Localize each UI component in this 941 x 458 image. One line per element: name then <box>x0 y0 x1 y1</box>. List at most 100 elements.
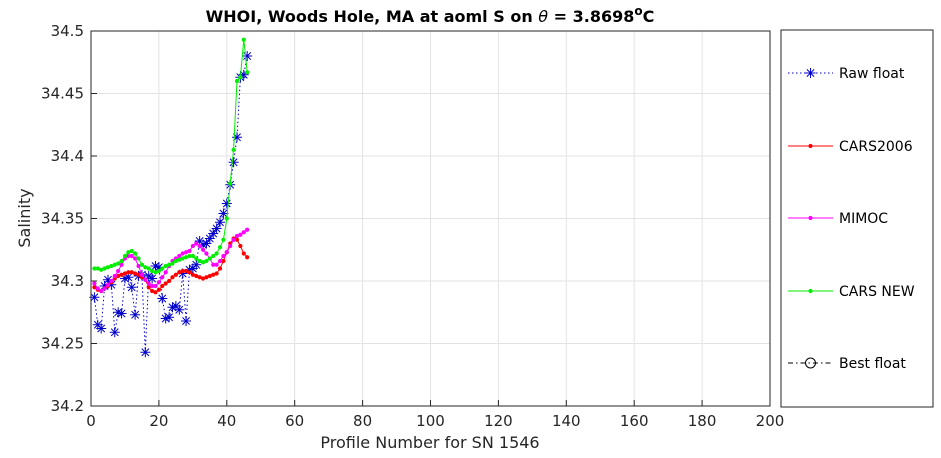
data-point-raw-float <box>147 273 158 284</box>
data-point-mimoc <box>177 253 182 259</box>
data-point-cars2006 <box>204 275 209 280</box>
data-point-cars-new <box>231 147 236 152</box>
data-point-cars2006 <box>187 270 192 275</box>
title-main: WHOI, Woods Hole, MA at aoml S on <box>206 7 539 26</box>
data-point-mimoc <box>116 268 121 274</box>
data-point-cars2006 <box>119 272 124 277</box>
data-point-mimoc <box>214 262 219 267</box>
legend-label-raw-float: Raw float <box>839 66 905 82</box>
data-point-mimoc <box>197 243 202 249</box>
data-point-cars2006 <box>160 283 165 289</box>
data-point-mimoc <box>112 273 117 279</box>
data-point-raw-float <box>242 51 253 61</box>
data-point-cars2006 <box>153 290 158 295</box>
data-point-cars2006 <box>221 258 226 264</box>
data-point-cars2006 <box>217 266 223 271</box>
data-point-cars-new <box>116 261 121 266</box>
x-tick-label: 100 <box>416 412 445 430</box>
data-point-cars2006 <box>166 278 172 284</box>
data-point-cars2006 <box>173 272 178 277</box>
legend-entry-best-float: Best float <box>788 356 906 372</box>
x-tick-label: 160 <box>620 412 649 430</box>
y-tick-label: 34.4 <box>51 147 84 165</box>
data-point-cars-new <box>214 251 219 256</box>
y-tick-label: 34.5 <box>51 22 84 40</box>
data-point-mimoc <box>194 241 199 246</box>
data-point-mimoc <box>234 233 240 239</box>
data-point-cars2006 <box>241 251 246 256</box>
data-point-mimoc <box>126 253 131 259</box>
data-point-cars2006 <box>92 285 97 290</box>
x-tick-label: 80 <box>353 412 372 430</box>
title-equation: = 3.8698 <box>548 7 634 26</box>
data-point-mimoc <box>231 237 236 242</box>
title-unit: C <box>643 7 655 26</box>
data-point-cars-new <box>139 262 145 267</box>
legend-marker-raw-float <box>805 68 816 78</box>
data-point-mimoc <box>109 278 114 284</box>
data-point-cars-new <box>204 258 209 264</box>
legend-entry-cars2006: CARS2006 <box>788 139 913 155</box>
y-tick-label: 34.3 <box>51 272 84 290</box>
data-point-mimoc <box>119 262 124 267</box>
data-point-mimoc <box>238 232 243 237</box>
data-point-cars-new <box>133 251 138 256</box>
data-point-cars-new <box>224 216 229 221</box>
data-point-mimoc <box>228 243 233 249</box>
series-mimoc <box>92 227 250 294</box>
data-point-cars-new <box>129 248 134 254</box>
data-point-raw-float <box>130 309 141 320</box>
data-point-cars-new <box>122 253 128 259</box>
data-point-cars-new <box>177 257 182 262</box>
data-point-cars-new <box>99 267 104 272</box>
data-point-raw-float <box>164 312 175 323</box>
data-point-cars-new <box>109 263 114 269</box>
data-point-mimoc <box>150 283 155 289</box>
legend-marker-best-float <box>805 357 816 369</box>
data-point-mimoc <box>224 250 229 255</box>
data-point-cars-new <box>150 268 155 274</box>
data-point-cars-new <box>170 261 175 266</box>
data-point-cars-new <box>163 263 168 269</box>
legend-entry-cars-new: CARS NEW <box>788 284 915 300</box>
legend: Raw float CARS2006 MIMOC CARS NEW Best float <box>780 29 934 408</box>
legend-label-cars2006: CARS2006 <box>839 139 913 155</box>
data-point-cars-new <box>217 245 223 250</box>
data-point-cars-new <box>207 256 212 261</box>
legend-label-cars-new: CARS NEW <box>839 284 915 300</box>
data-point-raw-float <box>109 327 120 338</box>
data-point-cars-new <box>143 265 148 270</box>
data-point-cars-new <box>160 266 165 271</box>
data-series <box>89 37 253 358</box>
data-point-cars2006 <box>245 255 250 260</box>
data-point-cars2006 <box>190 272 195 277</box>
data-point-mimoc <box>92 281 97 286</box>
data-point-raw-float <box>116 308 127 319</box>
data-point-cars2006 <box>211 272 216 277</box>
y-tick-label: 34.2 <box>51 397 84 415</box>
data-point-mimoc <box>102 286 107 291</box>
data-point-raw-float <box>181 316 192 326</box>
data-point-raw-float <box>215 217 226 228</box>
x-tick-label: 0 <box>86 412 96 430</box>
data-point-cars2006 <box>180 268 185 274</box>
data-point-cars-new <box>166 262 172 267</box>
data-point-mimoc <box>204 251 209 256</box>
data-point-mimoc <box>99 288 104 294</box>
data-point-raw-float <box>231 132 242 143</box>
data-point-mimoc <box>160 275 165 280</box>
data-point-mimoc <box>146 281 151 286</box>
data-point-mimoc <box>153 283 158 289</box>
data-point-cars-new <box>187 253 192 259</box>
data-point-cars-new <box>228 181 233 186</box>
data-point-cars-new <box>194 256 199 261</box>
data-point-cars-new <box>95 266 100 271</box>
plot-area: 0 20 40 60 80 100 120 140 160 180 200 34.2 34.25 34.3… <box>41 22 784 430</box>
data-point-cars2006 <box>126 270 131 275</box>
data-point-cars-new <box>241 37 246 42</box>
data-point-cars-new <box>190 253 195 259</box>
legend-marker-cars2006 <box>808 143 813 149</box>
legend-label-mimoc: MIMOC <box>839 211 888 227</box>
x-tick-label: 200 <box>756 412 785 430</box>
